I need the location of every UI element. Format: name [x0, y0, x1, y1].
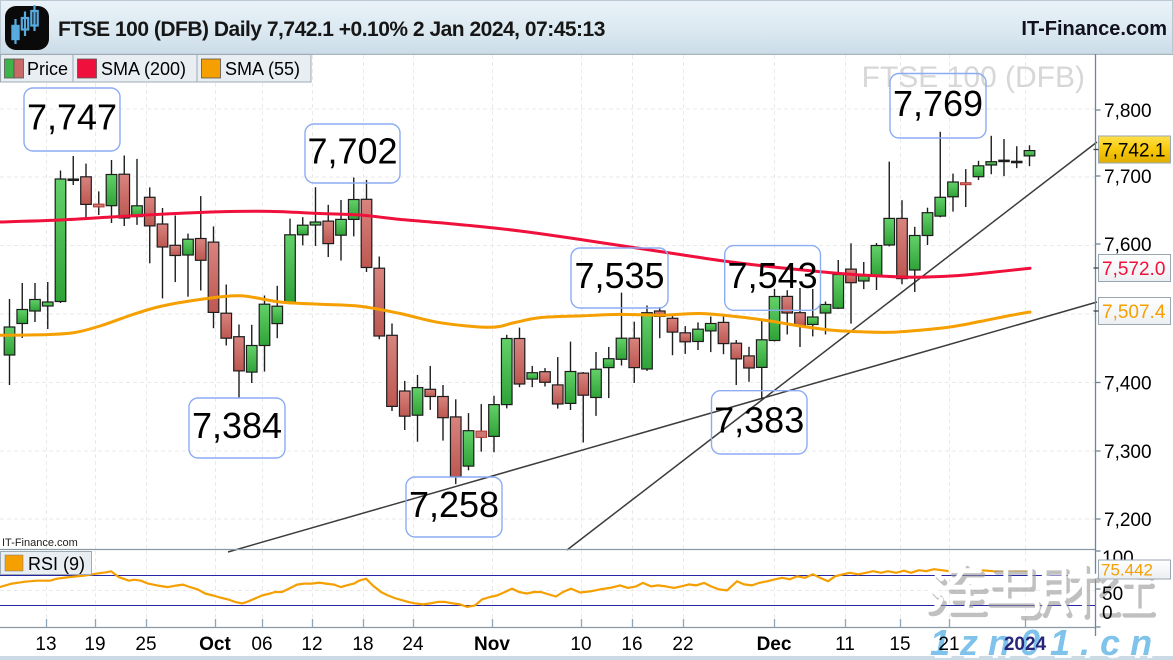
svg-text:13: 13	[35, 634, 56, 655]
svg-text:50: 50	[1102, 584, 1123, 605]
svg-text:16: 16	[621, 634, 642, 655]
svg-text:15: 15	[889, 634, 910, 655]
svg-text:1zn01.cn: 1zn01.cn	[930, 622, 1162, 660]
svg-text:7,535: 7,535	[574, 255, 664, 296]
svg-text:7,769: 7,769	[893, 83, 983, 124]
svg-text:7,800: 7,800	[1104, 101, 1152, 122]
svg-text:7,258: 7,258	[409, 484, 499, 525]
svg-text:25: 25	[135, 634, 156, 655]
svg-text:7,700: 7,700	[1104, 167, 1152, 188]
svg-text:7,300: 7,300	[1104, 442, 1152, 463]
svg-text:7,600: 7,600	[1104, 235, 1152, 256]
svg-text:0: 0	[1102, 603, 1113, 624]
svg-text:Price: Price	[27, 59, 68, 79]
svg-text:22: 22	[672, 634, 693, 655]
svg-text:RSI (9): RSI (9)	[28, 554, 85, 574]
svg-text:18: 18	[352, 634, 373, 655]
svg-text:12: 12	[301, 634, 322, 655]
svg-text:FTSE 100 (DFB) Daily 7,742.1 +: FTSE 100 (DFB) Daily 7,742.1 +0.10% 2 Ja…	[58, 18, 605, 41]
svg-text:Dec: Dec	[757, 634, 792, 655]
svg-text:SMA (55): SMA (55)	[225, 59, 300, 79]
svg-text:7,572.0: 7,572.0	[1102, 259, 1165, 280]
svg-text:75.442: 75.442	[1101, 561, 1153, 580]
svg-text:IT-Finance.com: IT-Finance.com	[2, 537, 78, 549]
svg-text:2024: 2024	[1004, 634, 1047, 655]
svg-text:11: 11	[835, 634, 855, 655]
svg-text:7,747: 7,747	[27, 97, 117, 138]
svg-text:SMA (200): SMA (200)	[101, 59, 186, 79]
svg-text:7,400: 7,400	[1104, 374, 1152, 395]
svg-text:Oct: Oct	[199, 634, 231, 655]
svg-text:IT-Finance.com: IT-Finance.com	[1021, 18, 1167, 40]
svg-text:1zn01.cn: 1zn01.cn	[934, 625, 1166, 660]
svg-text:7,507.4: 7,507.4	[1102, 302, 1166, 323]
svg-text:19: 19	[84, 634, 105, 655]
svg-text:7,702: 7,702	[307, 131, 397, 172]
svg-text:7,543: 7,543	[728, 255, 818, 296]
svg-text:Nov: Nov	[474, 634, 510, 655]
svg-text:06: 06	[251, 634, 272, 655]
svg-text:10: 10	[570, 634, 591, 655]
svg-text:FTSE 100 (DFB): FTSE 100 (DFB)	[862, 61, 1085, 94]
svg-text:7,742.1: 7,742.1	[1102, 141, 1165, 162]
svg-text:7,383: 7,383	[714, 399, 804, 440]
svg-text:7,200: 7,200	[1104, 510, 1152, 531]
svg-text:21: 21	[938, 634, 959, 655]
svg-text:7,384: 7,384	[192, 405, 282, 446]
svg-text:24: 24	[402, 634, 424, 655]
